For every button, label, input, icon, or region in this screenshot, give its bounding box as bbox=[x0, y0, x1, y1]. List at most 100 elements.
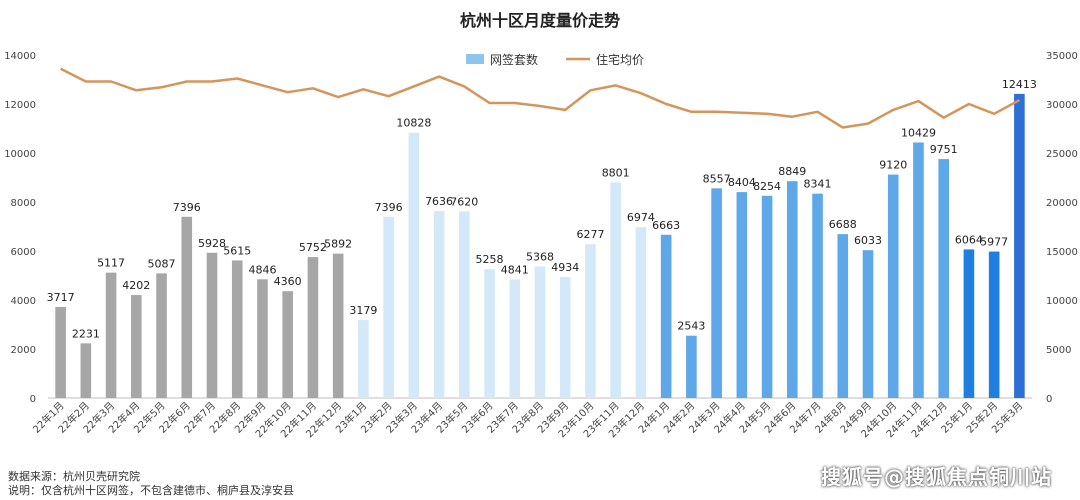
bar-data-label: 7396 bbox=[173, 201, 201, 214]
bar-23年10月 bbox=[585, 244, 596, 398]
bar-data-label: 5368 bbox=[526, 250, 554, 263]
bar-23年1月 bbox=[358, 320, 369, 398]
bar-data-label: 6688 bbox=[829, 218, 857, 231]
y-right-tick-label: 30000 bbox=[1046, 100, 1078, 111]
y-left-tick-label: 10000 bbox=[4, 149, 36, 160]
y-right-tick-label: 5000 bbox=[1046, 345, 1071, 356]
bar-data-label: 5615 bbox=[223, 244, 251, 257]
legend-bar-swatch bbox=[466, 54, 484, 64]
bar-data-label: 4846 bbox=[248, 263, 276, 276]
y-left-tick-label: 6000 bbox=[11, 247, 36, 258]
bar-23年9月 bbox=[559, 277, 571, 398]
bar-data-label: 9751 bbox=[930, 143, 958, 156]
bar-data-label: 6033 bbox=[854, 234, 882, 247]
y-right-tick-label: 0 bbox=[1046, 394, 1052, 405]
bar-23年12月 bbox=[635, 227, 647, 398]
bar-data-label: 5258 bbox=[476, 253, 504, 266]
bar-22年7月 bbox=[206, 252, 218, 398]
bar-data-label: 5892 bbox=[324, 238, 352, 251]
bar-24年4月 bbox=[736, 192, 748, 398]
bar-data-label: 12413 bbox=[1002, 78, 1037, 91]
y-left-tick-label: 12000 bbox=[4, 100, 36, 111]
bar-23年7月 bbox=[509, 279, 521, 398]
y-right-tick-label: 35000 bbox=[1046, 51, 1078, 62]
bars bbox=[55, 93, 1025, 399]
bar-data-label: 6064 bbox=[955, 233, 983, 246]
bar-data-label: 8801 bbox=[602, 166, 630, 179]
bar-22年12月 bbox=[332, 253, 344, 398]
bar-data-label: 4202 bbox=[122, 279, 150, 292]
bar-23年3月 bbox=[408, 132, 420, 399]
bar-22年11月 bbox=[307, 257, 319, 398]
bar-data-label: 7620 bbox=[450, 195, 478, 208]
bar-22年6月 bbox=[181, 216, 193, 398]
bar-22年5月 bbox=[156, 273, 167, 398]
bar-23年4月 bbox=[433, 210, 445, 398]
footer: 数据来源：杭州贝壳研究院 说明：仅含杭州十区网签，不包含建德市、桐庐县及淳安县 bbox=[8, 470, 294, 498]
legend-line-label: 住宅均价 bbox=[596, 52, 644, 67]
bar-data-label: 6277 bbox=[576, 228, 604, 241]
bar-data-label: 2231 bbox=[72, 327, 100, 340]
x-tick-labels: 22年1月22年2月22年3月22年4月22年5月22年6月22年7月22年8月… bbox=[30, 399, 1026, 440]
bar-22年2月 bbox=[80, 343, 92, 398]
bar-22年10月 bbox=[282, 291, 293, 398]
bar-24年10月 bbox=[887, 174, 899, 398]
bar-25年1月 bbox=[963, 249, 975, 398]
y-left-tick-label: 0 bbox=[30, 394, 36, 405]
chart-title: 杭州十区月度量价走势 bbox=[460, 11, 620, 30]
bar-24年5月 bbox=[761, 195, 773, 398]
bar-23年2月 bbox=[383, 216, 394, 398]
bar-22年9月 bbox=[257, 279, 268, 398]
bar-25年2月 bbox=[988, 251, 1000, 398]
bar-24年2月 bbox=[686, 335, 697, 398]
bar-23年8月 bbox=[534, 266, 546, 398]
bar-24年6月 bbox=[787, 181, 798, 398]
bar-24年9月 bbox=[862, 250, 874, 398]
bar-data-label: 4841 bbox=[501, 263, 529, 276]
legend: 网签套数 住宅均价 bbox=[466, 52, 644, 67]
bar-data-label: 6663 bbox=[652, 219, 680, 232]
chart: 杭州十区月度量价走势 网签套数 住宅均价 0 2000 4000 6000 8000 10… bbox=[4, 11, 1078, 440]
y-left-tick-label: 8000 bbox=[11, 198, 36, 209]
bar-25年3月 bbox=[1014, 93, 1025, 398]
price-line bbox=[60, 67, 1020, 129]
bar-data-label: 2543 bbox=[677, 320, 705, 333]
bar-23年5月 bbox=[459, 211, 470, 398]
bar-data-label: 8404 bbox=[728, 176, 756, 189]
bar-24年3月 bbox=[711, 188, 722, 398]
bar-22年4月 bbox=[131, 295, 142, 398]
bar-data-label: 8557 bbox=[703, 172, 731, 185]
footer-source: 数据来源：杭州贝壳研究院 bbox=[8, 470, 140, 483]
bar-24年7月 bbox=[812, 193, 823, 398]
bar-data-label: 7636 bbox=[425, 195, 453, 208]
bar-24年8月 bbox=[837, 234, 849, 398]
y-right-tick-label: 15000 bbox=[1046, 247, 1078, 258]
price-line-path bbox=[60, 67, 1020, 129]
footer-note: 说明：仅含杭州十区网签，不包含建德市、桐庐县及淳安县 bbox=[8, 484, 294, 497]
bar-22年3月 bbox=[105, 272, 117, 398]
y-right-tick-label: 10000 bbox=[1046, 296, 1078, 307]
bar-24年11月 bbox=[913, 142, 924, 398]
y-left-tick-label: 2000 bbox=[11, 345, 36, 356]
bar-data-label: 5117 bbox=[97, 257, 125, 270]
bar-data-label: 10429 bbox=[901, 126, 936, 139]
bar-data-label: 3179 bbox=[349, 304, 377, 317]
y-left-tick-label: 14000 bbox=[4, 51, 36, 62]
bar-data-label: 10828 bbox=[396, 117, 431, 130]
bar-data-label: 4360 bbox=[274, 275, 302, 288]
bar-data-label: 8254 bbox=[753, 180, 781, 193]
bar-data-label: 5977 bbox=[980, 236, 1008, 249]
bar-23年11月 bbox=[610, 182, 621, 398]
bar-data-label: 4934 bbox=[551, 261, 579, 274]
y-right-tick-label: 20000 bbox=[1046, 198, 1078, 209]
bar-data-label: 5752 bbox=[299, 241, 327, 254]
y-right-tick-label: 25000 bbox=[1046, 149, 1078, 160]
bar-data-label: 9120 bbox=[879, 159, 907, 172]
y-left-tick-label: 4000 bbox=[11, 296, 36, 307]
bar-23年6月 bbox=[484, 269, 495, 398]
bar-data-label: 8849 bbox=[778, 165, 806, 178]
bar-data-label: 3717 bbox=[47, 291, 75, 304]
legend-bar-label: 网签套数 bbox=[490, 52, 538, 67]
bar-data-label: 8341 bbox=[804, 178, 832, 191]
